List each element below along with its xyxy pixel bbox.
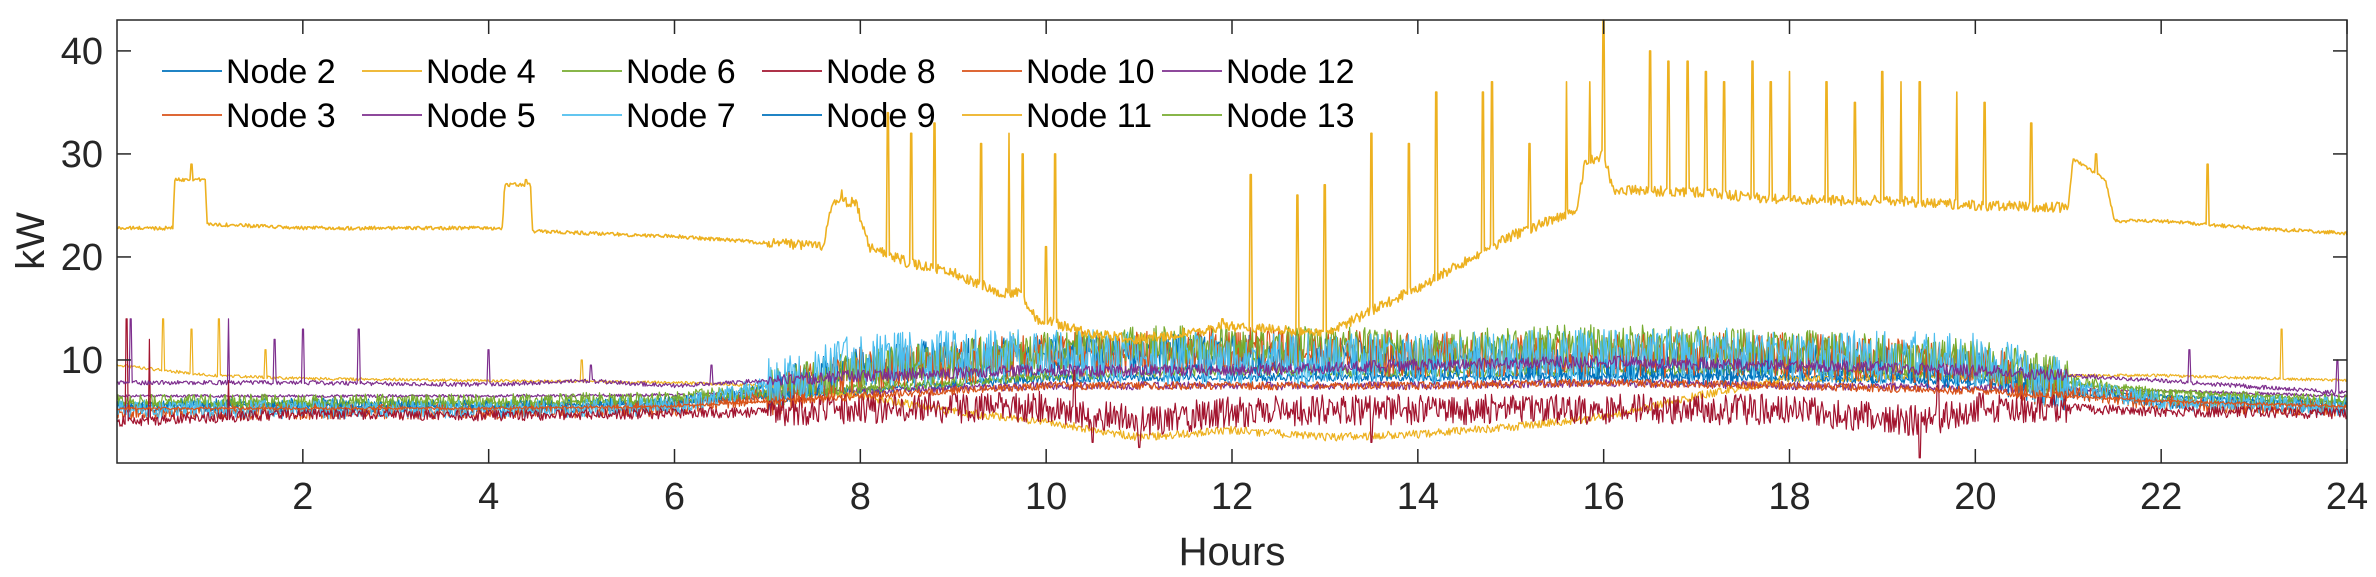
legend-item-node-13: Node 13	[1162, 97, 1355, 135]
legend: Node 2 Node 3 Node 4 Node 5 Node 6 Node 7 Node…	[162, 53, 1355, 135]
x-tick-label: 20	[1954, 476, 1996, 518]
y-tick-label: 10	[61, 340, 103, 382]
series-line-node-5	[116, 318, 2348, 395]
plot-background	[117, 20, 2347, 463]
series-line-node-6	[116, 324, 2348, 409]
y-axis-title: kW	[9, 212, 53, 270]
legend-item-node-2: Node 2	[162, 53, 336, 91]
legend-item-node-5: Node 5	[362, 97, 536, 135]
x-tick-label: 2	[292, 476, 313, 518]
legend-label: Node 12	[1226, 53, 1355, 91]
legend-label: Node 10	[1026, 53, 1155, 91]
legend-label: Node 3	[226, 97, 336, 135]
x-tick-label: 12	[1211, 476, 1253, 518]
x-tick-label: 4	[478, 476, 499, 518]
legend-label: Node 7	[626, 97, 736, 135]
legend-label: Node 8	[826, 53, 936, 91]
legend-label: Node 11	[1026, 97, 1152, 135]
series-layer	[116, 19, 2348, 459]
legend-item-node-7: Node 7	[562, 97, 736, 135]
series-line-node-4	[117, 19, 2348, 345]
x-axis-title: Hours	[1179, 530, 1286, 574]
legend-label: Node 6	[626, 53, 736, 91]
x-tick-label: 18	[1768, 476, 1810, 518]
legend-item-node-4: Node 4	[362, 53, 536, 91]
legend-item-node-8: Node 8	[762, 53, 936, 91]
series-line-node-8	[116, 318, 2348, 459]
legend-label: Node 5	[426, 97, 536, 135]
y-tick-label: 20	[61, 237, 103, 279]
legend-item-node-12: Node 12	[1162, 53, 1355, 91]
x-tick-label: 10	[1025, 476, 1067, 518]
x-tick-label: 16	[1583, 476, 1625, 518]
y-tick-label: 40	[61, 31, 103, 73]
legend-item-node-3: Node 3	[162, 97, 336, 135]
legend-item-node-9: Node 9	[762, 97, 936, 135]
legend-item-node-6: Node 6	[562, 53, 736, 91]
legend-label: Node 9	[826, 97, 936, 135]
x-tick-label: 8	[850, 476, 871, 518]
series-line-node-10	[116, 378, 2348, 411]
x-tick-label: 14	[1397, 476, 1439, 518]
legend-item-node-11: Node 11	[962, 97, 1152, 135]
x-tick-label: 24	[2326, 476, 2368, 518]
y-tick-label: 30	[61, 134, 103, 176]
x-tick-label: 22	[2140, 476, 2182, 518]
legend-label: Node 13	[1226, 97, 1355, 135]
x-tick-label: 6	[664, 476, 685, 518]
legend-item-node-10: Node 10	[962, 53, 1155, 91]
legend-label: Node 2	[226, 53, 336, 91]
legend-label: Node 4	[426, 53, 536, 91]
